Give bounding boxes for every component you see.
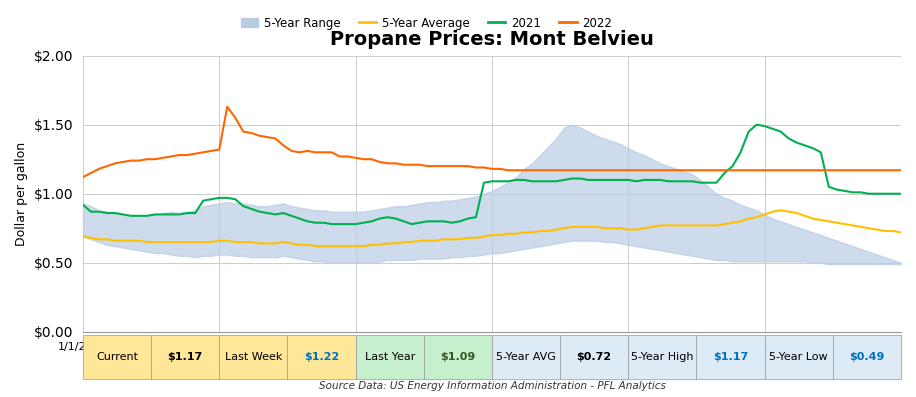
- FancyBboxPatch shape: [151, 335, 219, 380]
- Text: $1.17: $1.17: [168, 352, 202, 362]
- Text: $1.17: $1.17: [713, 352, 748, 362]
- Legend: 5-Year Range, 5-Year Average, 2021, 2022: 5-Year Range, 5-Year Average, 2021, 2022: [236, 12, 617, 34]
- FancyBboxPatch shape: [83, 335, 151, 380]
- FancyBboxPatch shape: [219, 335, 288, 380]
- FancyBboxPatch shape: [288, 335, 355, 380]
- FancyBboxPatch shape: [560, 335, 628, 380]
- Text: $0.49: $0.49: [849, 352, 885, 362]
- Text: Last Year: Last Year: [365, 352, 415, 362]
- Text: $1.22: $1.22: [304, 352, 339, 362]
- Text: Current: Current: [96, 352, 138, 362]
- FancyBboxPatch shape: [355, 335, 424, 380]
- Text: $1.09: $1.09: [441, 352, 475, 362]
- Text: Source Data: US Energy Information Administration - PFL Analytics: Source Data: US Energy Information Admin…: [319, 382, 665, 391]
- Text: Last Week: Last Week: [224, 352, 282, 362]
- Text: 5-Year High: 5-Year High: [631, 352, 693, 362]
- FancyBboxPatch shape: [696, 335, 765, 380]
- FancyBboxPatch shape: [492, 335, 560, 380]
- Title: Propane Prices: Mont Belvieu: Propane Prices: Mont Belvieu: [330, 29, 654, 48]
- FancyBboxPatch shape: [765, 335, 833, 380]
- FancyBboxPatch shape: [628, 335, 696, 380]
- Text: 5-Year AVG: 5-Year AVG: [496, 352, 556, 362]
- FancyBboxPatch shape: [833, 335, 901, 380]
- Y-axis label: Dollar per gallon: Dollar per gallon: [15, 142, 28, 246]
- FancyBboxPatch shape: [424, 335, 492, 380]
- Text: $0.72: $0.72: [577, 352, 612, 362]
- Text: 5-Year Low: 5-Year Low: [769, 352, 828, 362]
